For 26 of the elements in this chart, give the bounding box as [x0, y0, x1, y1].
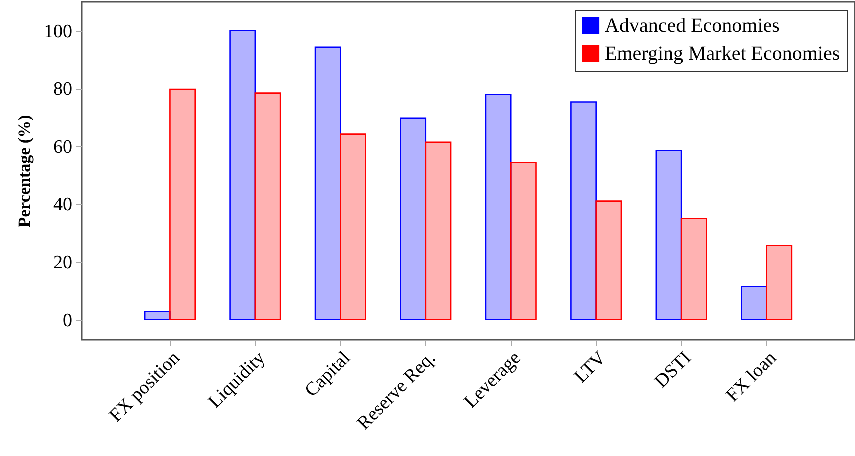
bar [570, 102, 597, 320]
bar [254, 92, 282, 320]
y-tick-label: 0 [63, 310, 72, 332]
x-tick-label: FX loan [722, 347, 782, 406]
bar [314, 46, 342, 320]
y-tick-label: 100 [44, 21, 72, 42]
bar [510, 162, 537, 320]
bar [170, 88, 196, 320]
legend-label: Emerging Market Economies [605, 43, 840, 65]
bar [230, 30, 256, 320]
y-axis-title: Percentage (%) [15, 115, 34, 228]
bar [400, 118, 427, 320]
y-tick-label: 60 [54, 136, 72, 158]
bar [425, 142, 452, 320]
bar [741, 286, 768, 320]
y-tick-label: 40 [54, 194, 72, 216]
bar [596, 200, 622, 320]
legend-label: Advanced Economies [605, 15, 780, 37]
bar [766, 245, 793, 320]
y-tick-label: 80 [54, 79, 72, 100]
bar [340, 134, 366, 320]
y-tick-label: 20 [54, 252, 72, 274]
bar [656, 150, 682, 320]
bar [144, 311, 171, 320]
bar [485, 94, 512, 320]
bar [680, 218, 708, 320]
